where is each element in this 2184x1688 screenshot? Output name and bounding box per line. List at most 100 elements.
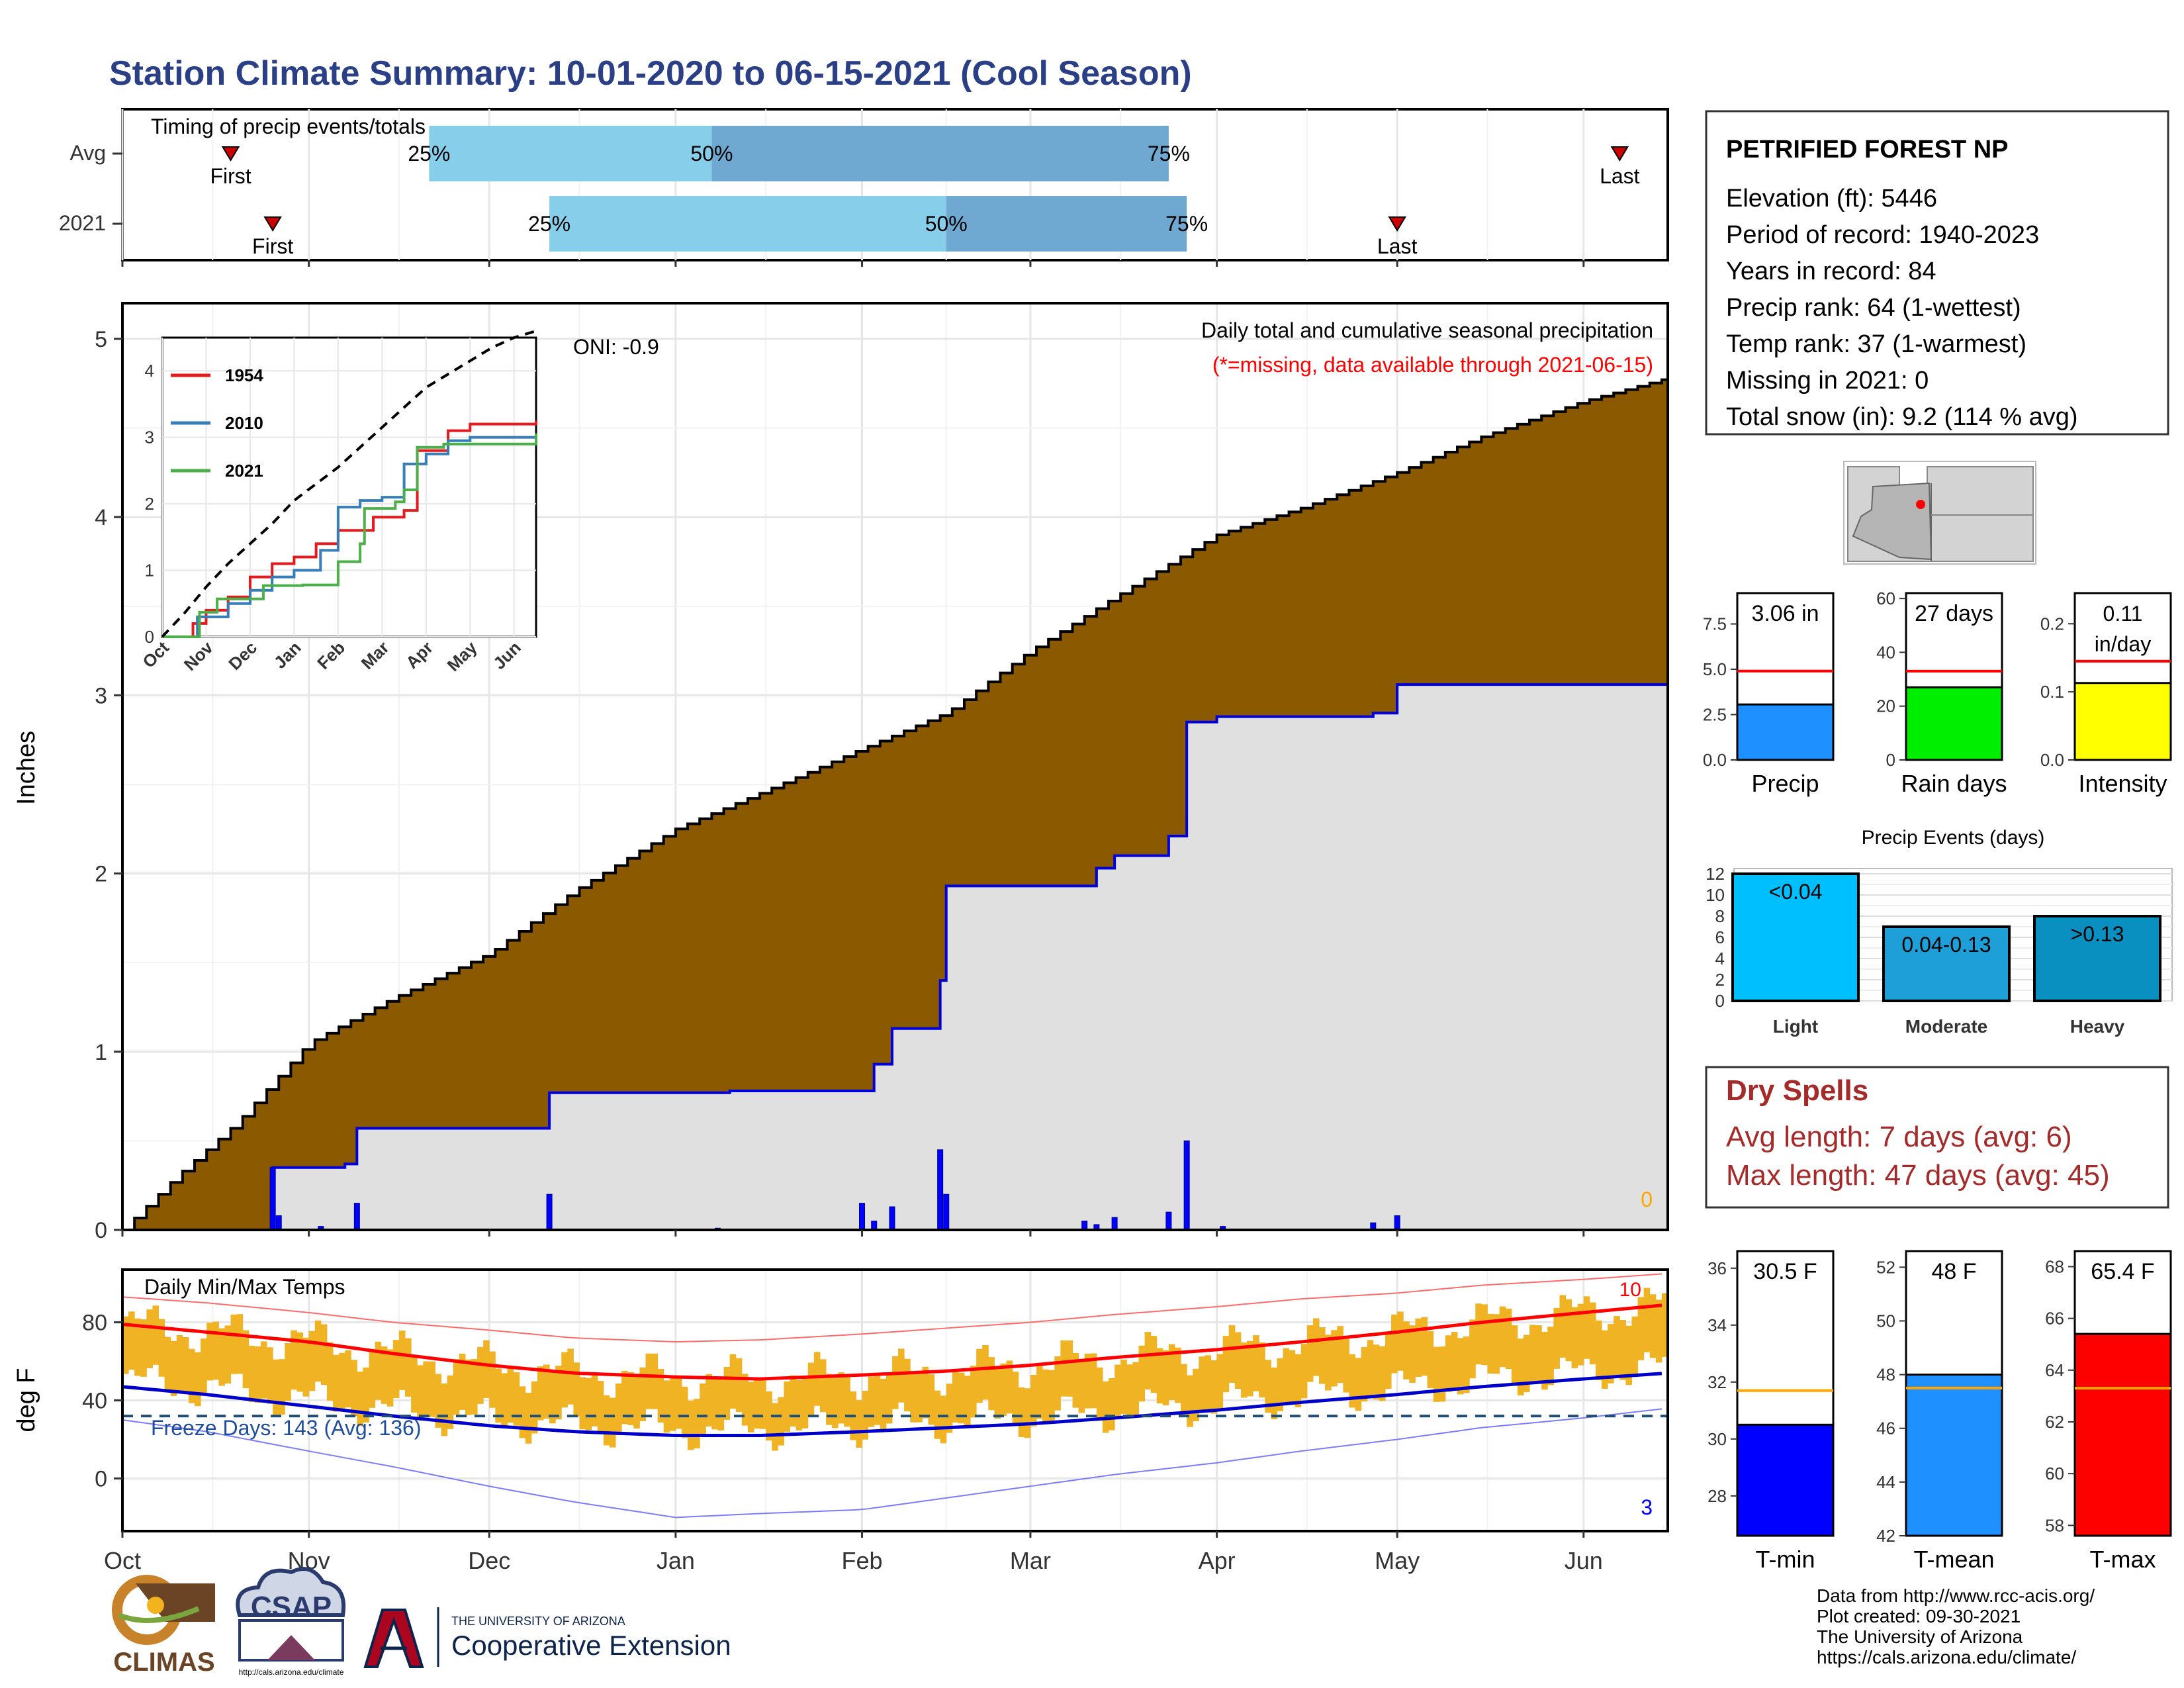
timing-last-label: Last [1377, 234, 1418, 258]
daily-temp-bar [645, 1353, 653, 1409]
state-arizona-shape [1852, 482, 1933, 561]
daily-temp-bar [1228, 1325, 1236, 1383]
daily-temp-bar [597, 1380, 604, 1433]
daily-temp-bar [1168, 1344, 1175, 1400]
daily-temp-bar [236, 1314, 244, 1374]
daily-precip-bar [275, 1215, 282, 1231]
stat-value-bar [1905, 686, 2003, 761]
daily-temp-bar [778, 1397, 784, 1446]
station-line: Missing in 2021: 0 [1726, 367, 1929, 395]
daily-temp-bar [1523, 1335, 1530, 1393]
daily-temp-bar [1006, 1360, 1013, 1414]
dry-spells-box: Dry Spells Avg length: 7 days (avg: 6) M… [1705, 1066, 2169, 1209]
daily-temp-bar [1240, 1342, 1248, 1398]
daily-temp-bar [657, 1368, 664, 1423]
precip-ylabel: Inches [13, 731, 40, 805]
stat-value-label: 65.4 F [2091, 1259, 2154, 1284]
daily-temp-bar [332, 1354, 340, 1412]
temp-title: Daily Min/Max Temps [144, 1275, 345, 1299]
daily-temp-bar [320, 1324, 328, 1385]
daily-temp-bar [856, 1400, 863, 1448]
daily-temp-bar [158, 1319, 165, 1377]
daily-temp-bar [1367, 1340, 1374, 1395]
daily-temp-bar [1312, 1318, 1320, 1376]
daily-temp-bar [1012, 1372, 1019, 1424]
daily-temp-bar [201, 1338, 207, 1395]
events-bar-label: <0.04 [1769, 880, 1823, 904]
daily-temp-bar [844, 1376, 850, 1427]
y-tick-label: 5 [95, 327, 107, 352]
daily-temp-bar [483, 1340, 490, 1398]
daily-precip-bar [546, 1194, 553, 1231]
dry-spells-max: Max length: 47 days (avg: 45) [1726, 1159, 2110, 1192]
daily-temp-bar [1349, 1354, 1356, 1408]
daily-temp-bar [1535, 1325, 1542, 1384]
daily-temp-bar [753, 1378, 760, 1429]
daily-temp-bar [1565, 1299, 1572, 1362]
daily-temp-bar [1277, 1358, 1284, 1411]
daily-temp-bar [513, 1372, 520, 1426]
inset-legend-label: 2010 [225, 413, 263, 433]
ua-logo-small-text: THE UNIVERSITY OF ARIZONA [451, 1615, 625, 1628]
daily-temp-bar [1331, 1330, 1338, 1387]
timing-first-marker [221, 146, 240, 162]
daily-temp-bar [838, 1372, 844, 1424]
daily-temp-bar [1300, 1344, 1308, 1399]
daily-temp-bar [1595, 1320, 1602, 1380]
daily-precip-bar [1394, 1215, 1400, 1231]
daily-temp-bar [122, 1316, 129, 1374]
stat-y-tick-label: 0.0 [1703, 750, 1727, 770]
daily-temp-bar [273, 1359, 279, 1415]
stat-y-tick-label: 66 [2045, 1309, 2064, 1329]
daily-temp-bar [1481, 1304, 1488, 1366]
stat-y-tick-label: 62 [2045, 1412, 2064, 1432]
daily-temp-bar [471, 1359, 478, 1415]
daily-temp-bar [1132, 1362, 1139, 1416]
events-category-label: Heavy [2070, 1016, 2125, 1037]
daily-temp-bar [1403, 1321, 1410, 1380]
daily-temp-bar [182, 1337, 189, 1393]
stat-value-label: 48 F [1931, 1259, 1976, 1284]
daily-temp-bar [140, 1319, 147, 1377]
daily-temp-bar [747, 1382, 754, 1432]
daily-temp-bar [375, 1341, 382, 1400]
stat-y-tick-label: 34 [1707, 1315, 1727, 1335]
daily-temp-bar [1066, 1340, 1073, 1397]
events-bar [2033, 915, 2161, 1002]
stat-y-tick-label: 30 [1707, 1429, 1727, 1449]
daily-temp-bar [285, 1343, 291, 1401]
daily-temp-bar [1060, 1340, 1067, 1397]
daily-temp-bar [1547, 1327, 1554, 1385]
timing-row-avg-label: Avg [69, 141, 106, 165]
daily-temp-bar [1553, 1307, 1560, 1369]
stat-bar-panel: 28 30 32 34 36 30.5 F T-min [1707, 1250, 1835, 1573]
daily-temp-bar [1475, 1303, 1482, 1365]
daily-temp-bar [1517, 1338, 1524, 1395]
daily-temp-bar [916, 1371, 923, 1423]
x-tick-label: Feb [842, 1547, 883, 1574]
dry-spells-avg: Avg length: 7 days (avg: 6) [1726, 1121, 2072, 1153]
daily-temp-bar [447, 1375, 454, 1429]
daily-temp-bar [910, 1371, 917, 1423]
daily-temp-bar [495, 1368, 502, 1423]
daily-temp-bar [1379, 1346, 1386, 1401]
timing-p25-label: 25% [408, 142, 450, 165]
stat-bar-panel: 42 44 46 48 50 52 48 F T-mean [1876, 1250, 2003, 1573]
daily-temp-bar [1589, 1302, 1596, 1364]
daily-temp-bar [1655, 1299, 1662, 1363]
daily-temp-bar [633, 1376, 640, 1429]
y-tick-label: 80 [82, 1311, 107, 1336]
daily-temp-bar [1265, 1360, 1271, 1413]
daily-precip-bar [937, 1149, 944, 1231]
daily-temp-bar [688, 1400, 694, 1450]
inset-y-tick-label: 4 [145, 361, 154, 381]
daily-temp-bar [1054, 1356, 1061, 1411]
daily-temp-bar [964, 1376, 971, 1427]
daily-temp-bar [537, 1366, 544, 1421]
events-bar [1731, 872, 1860, 1002]
daily-temp-bar [134, 1318, 141, 1376]
stat-value-bar [1736, 703, 1835, 761]
dry-spells-title: Dry Spells [1726, 1074, 1868, 1107]
daily-temp-bar [591, 1374, 598, 1427]
stat-y-tick-label: 28 [1707, 1486, 1727, 1506]
